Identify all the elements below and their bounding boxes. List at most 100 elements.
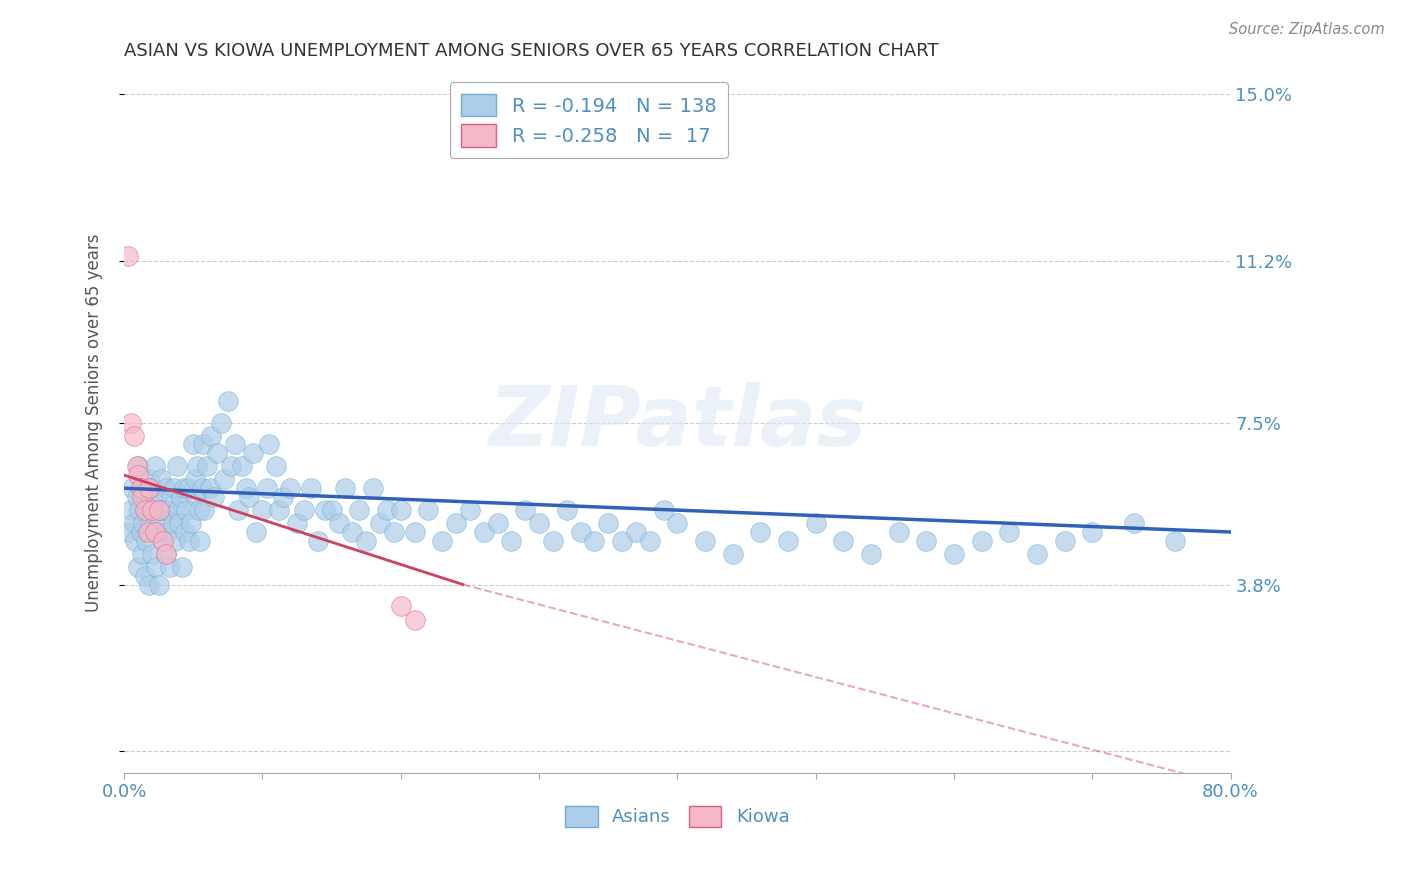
Point (127, 468, 149, 483)
Point (122, 428, 145, 442)
Point (176, 503, 198, 517)
Point (321, 503, 343, 517)
Point (157, 503, 180, 517)
Point (610, 533, 633, 548)
Point (515, 503, 537, 517)
Point (131, 547, 153, 561)
Point (583, 533, 606, 548)
Point (148, 516, 170, 531)
Point (117, 524, 139, 539)
Point (285, 516, 308, 531)
Point (541, 533, 564, 548)
Point (149, 503, 172, 517)
Point (198, 481, 221, 495)
Point (231, 459, 253, 474)
Point (155, 547, 177, 561)
Point (173, 481, 195, 495)
Point (159, 560, 181, 574)
Point (652, 503, 675, 517)
Point (169, 516, 191, 531)
Point (193, 503, 215, 517)
Point (127, 459, 149, 474)
Point (458, 503, 481, 517)
Point (134, 490, 156, 504)
Point (252, 503, 274, 517)
Point (264, 459, 287, 474)
Point (141, 481, 163, 495)
Point (1122, 516, 1144, 531)
Point (150, 473, 173, 487)
Point (859, 547, 882, 561)
Point (1053, 533, 1076, 548)
Point (970, 533, 993, 548)
Point (191, 437, 214, 451)
Point (143, 524, 166, 539)
Point (142, 499, 165, 513)
Point (162, 516, 184, 531)
Point (804, 516, 827, 531)
Point (721, 547, 744, 561)
Point (181, 437, 204, 451)
Point (145, 560, 167, 574)
Point (174, 524, 197, 539)
Point (187, 503, 209, 517)
Point (127, 560, 149, 574)
Point (368, 516, 391, 531)
Point (134, 568, 156, 582)
Point (139, 516, 162, 531)
Point (205, 446, 228, 460)
Point (179, 533, 201, 548)
Point (177, 481, 200, 495)
Point (120, 416, 142, 430)
Point (527, 516, 550, 531)
Point (138, 577, 160, 591)
Point (143, 524, 166, 539)
Point (666, 516, 689, 531)
Point (887, 524, 910, 539)
Point (160, 490, 183, 504)
Point (418, 503, 440, 517)
Point (328, 516, 350, 531)
Point (245, 524, 267, 539)
Point (136, 503, 159, 517)
Point (404, 524, 426, 539)
Point (129, 524, 152, 539)
Point (242, 446, 264, 460)
Point (128, 503, 150, 517)
Point (141, 547, 163, 561)
Point (156, 524, 179, 539)
Point (202, 490, 225, 504)
Point (299, 481, 322, 495)
Point (138, 473, 160, 487)
Y-axis label: Unemployment Among Seniors over 65 years: Unemployment Among Seniors over 65 years (86, 234, 103, 612)
Point (132, 516, 155, 531)
Point (188, 533, 211, 548)
Point (432, 533, 454, 548)
Point (693, 533, 716, 548)
Point (915, 533, 938, 548)
Point (278, 481, 301, 495)
Point (153, 503, 176, 517)
Point (749, 524, 772, 539)
Point (124, 533, 146, 548)
Point (165, 533, 187, 548)
Point (342, 524, 364, 539)
Point (143, 459, 166, 474)
Point (122, 516, 145, 531)
Point (135, 533, 157, 548)
Point (163, 481, 186, 495)
Point (138, 481, 160, 495)
Point (146, 490, 169, 504)
Point (155, 547, 177, 561)
Point (1164, 533, 1187, 548)
Point (375, 503, 398, 517)
Point (180, 516, 202, 531)
Point (307, 533, 329, 548)
Point (314, 503, 336, 517)
Point (125, 490, 148, 504)
Point (624, 524, 647, 539)
Point (638, 533, 661, 548)
Point (166, 459, 188, 474)
Point (209, 416, 232, 430)
Legend: Asians, Kiowa: Asians, Kiowa (558, 798, 797, 834)
